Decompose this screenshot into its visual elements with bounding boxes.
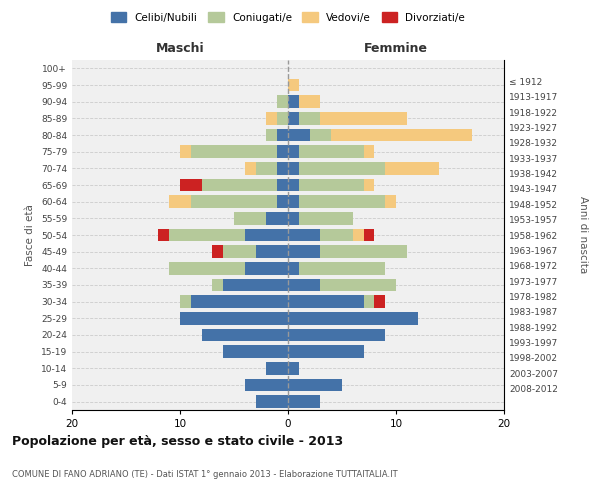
Bar bbox=[320, 279, 396, 291]
Bar bbox=[288, 112, 299, 124]
Text: COMUNE DI FANO ADRIANO (TE) - Dati ISTAT 1° gennaio 2013 - Elaborazione TUTTAITA: COMUNE DI FANO ADRIANO (TE) - Dati ISTAT… bbox=[12, 470, 398, 479]
Bar bbox=[299, 146, 364, 158]
Bar bbox=[288, 196, 299, 208]
Bar bbox=[212, 279, 223, 291]
Bar bbox=[288, 279, 320, 291]
Bar bbox=[320, 246, 407, 258]
Bar bbox=[277, 129, 288, 141]
Bar bbox=[288, 162, 299, 174]
Bar bbox=[364, 146, 374, 158]
Bar bbox=[277, 112, 288, 124]
Bar bbox=[288, 329, 385, 341]
Bar bbox=[374, 296, 385, 308]
Bar bbox=[299, 212, 353, 224]
Bar bbox=[256, 246, 288, 258]
Bar bbox=[288, 262, 299, 274]
Bar bbox=[288, 396, 320, 408]
Bar bbox=[364, 179, 374, 192]
Bar bbox=[299, 196, 385, 208]
Bar bbox=[212, 246, 223, 258]
Bar bbox=[202, 329, 288, 341]
Bar bbox=[299, 162, 385, 174]
Bar bbox=[277, 146, 288, 158]
Bar bbox=[288, 79, 299, 92]
Bar bbox=[353, 229, 364, 241]
Bar bbox=[331, 129, 472, 141]
Bar bbox=[288, 96, 299, 108]
Bar bbox=[288, 346, 364, 358]
Bar bbox=[288, 312, 418, 324]
Bar bbox=[245, 262, 288, 274]
Bar bbox=[169, 262, 245, 274]
Bar bbox=[288, 212, 299, 224]
Bar bbox=[385, 196, 396, 208]
Bar bbox=[223, 246, 256, 258]
Bar bbox=[277, 162, 288, 174]
Bar bbox=[180, 179, 202, 192]
Text: Popolazione per età, sesso e stato civile - 2013: Popolazione per età, sesso e stato civil… bbox=[12, 435, 343, 448]
Bar bbox=[288, 179, 299, 192]
Text: Maschi: Maschi bbox=[155, 42, 205, 55]
Bar bbox=[277, 196, 288, 208]
Bar bbox=[266, 212, 288, 224]
Bar bbox=[288, 146, 299, 158]
Bar bbox=[169, 196, 191, 208]
Bar bbox=[191, 146, 277, 158]
Bar bbox=[202, 179, 277, 192]
Bar bbox=[385, 162, 439, 174]
Bar bbox=[299, 262, 385, 274]
Y-axis label: Fasce di età: Fasce di età bbox=[25, 204, 35, 266]
Legend: Celibi/Nubili, Coniugati/e, Vedovi/e, Divorziati/e: Celibi/Nubili, Coniugati/e, Vedovi/e, Di… bbox=[107, 9, 469, 26]
Bar bbox=[180, 312, 288, 324]
Bar bbox=[288, 129, 310, 141]
Bar bbox=[234, 212, 266, 224]
Bar bbox=[288, 229, 320, 241]
Bar bbox=[277, 96, 288, 108]
Bar bbox=[245, 379, 288, 391]
Bar bbox=[266, 129, 277, 141]
Bar bbox=[310, 129, 331, 141]
Bar bbox=[364, 296, 374, 308]
Bar bbox=[320, 229, 353, 241]
Bar bbox=[320, 112, 407, 124]
Bar bbox=[245, 229, 288, 241]
Bar bbox=[299, 112, 320, 124]
Bar bbox=[266, 112, 277, 124]
Bar bbox=[256, 162, 277, 174]
Bar bbox=[191, 196, 277, 208]
Bar bbox=[256, 396, 288, 408]
Bar bbox=[288, 379, 342, 391]
Bar bbox=[223, 279, 288, 291]
Bar bbox=[299, 179, 364, 192]
Y-axis label: Anni di nascita: Anni di nascita bbox=[578, 196, 587, 274]
Bar bbox=[288, 246, 320, 258]
Bar bbox=[266, 362, 288, 374]
Bar bbox=[364, 229, 374, 241]
Bar bbox=[191, 296, 288, 308]
Bar bbox=[277, 179, 288, 192]
Bar bbox=[180, 296, 191, 308]
Bar bbox=[288, 362, 299, 374]
Bar bbox=[288, 296, 364, 308]
Text: Femmine: Femmine bbox=[364, 42, 428, 55]
Bar bbox=[169, 229, 245, 241]
Bar bbox=[158, 229, 169, 241]
Bar bbox=[180, 146, 191, 158]
Bar bbox=[299, 96, 320, 108]
Bar bbox=[245, 162, 256, 174]
Bar bbox=[223, 346, 288, 358]
